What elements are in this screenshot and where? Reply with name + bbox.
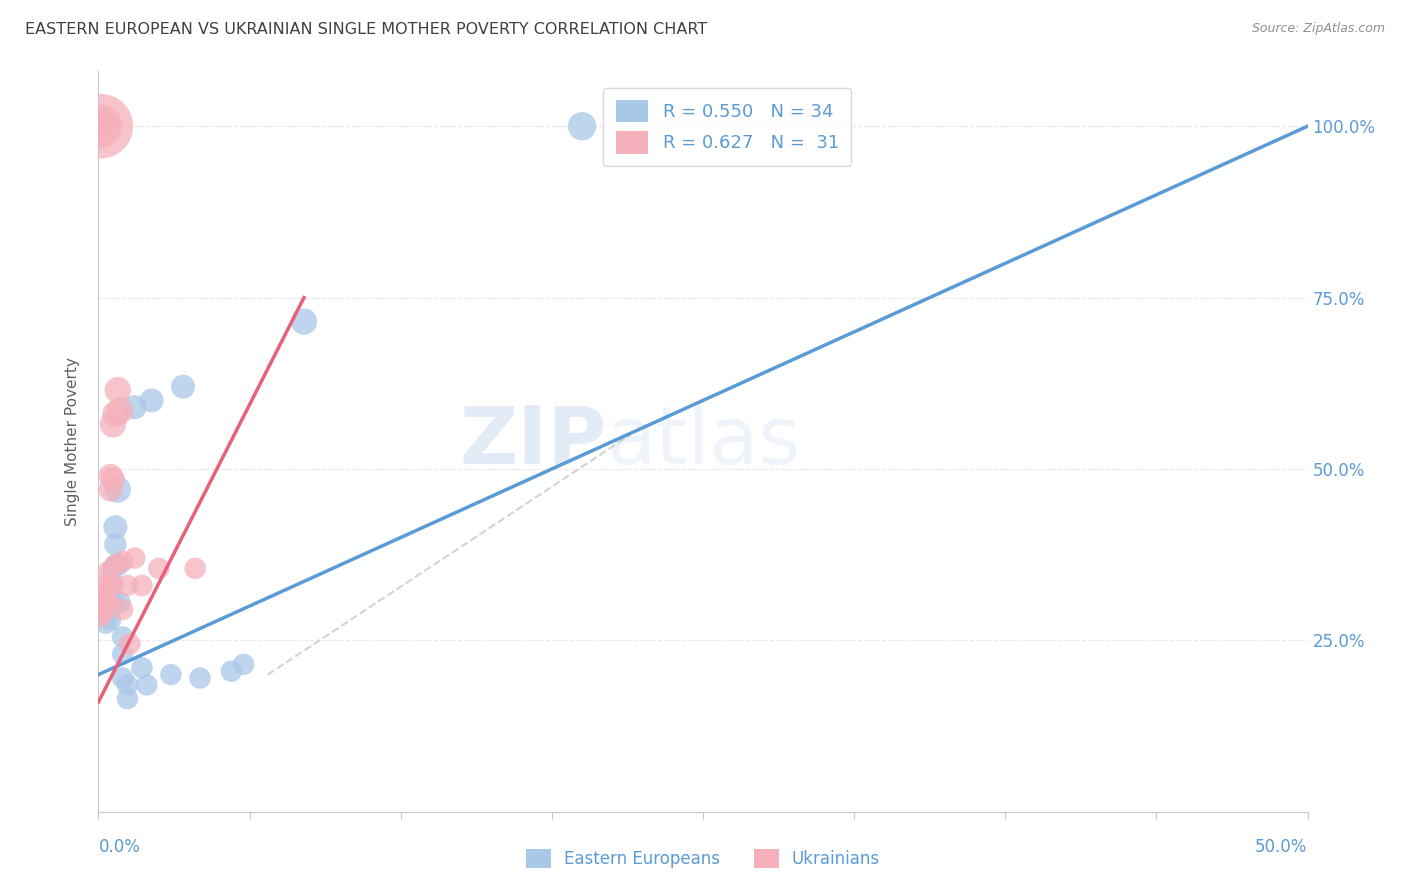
Text: Source: ZipAtlas.com: Source: ZipAtlas.com — [1251, 22, 1385, 36]
Point — [104, 558, 127, 572]
Point — [188, 671, 211, 685]
Point — [94, 616, 117, 631]
Point — [104, 520, 127, 534]
Point — [94, 585, 117, 599]
Point — [124, 401, 146, 415]
Legend: R = 0.550   N = 34, R = 0.627   N =  31: R = 0.550 N = 34, R = 0.627 N = 31 — [603, 87, 852, 166]
Point — [107, 558, 129, 572]
Point — [111, 554, 134, 568]
Point — [107, 383, 129, 397]
Text: 0.0%: 0.0% — [98, 838, 141, 856]
Point — [131, 578, 153, 592]
Point — [107, 483, 129, 497]
Point — [135, 678, 157, 692]
Point — [94, 602, 117, 616]
Point — [101, 578, 124, 592]
Point — [172, 380, 194, 394]
Text: ZIP: ZIP — [458, 402, 606, 481]
Point — [94, 596, 117, 610]
Point — [101, 561, 124, 575]
Point — [111, 630, 134, 644]
Point — [100, 483, 122, 497]
Point — [100, 613, 122, 627]
Point — [117, 678, 139, 692]
Point — [91, 609, 114, 624]
Point — [117, 578, 139, 592]
Point — [97, 599, 120, 613]
Point — [100, 578, 122, 592]
Y-axis label: Single Mother Poverty: Single Mother Poverty — [65, 357, 80, 526]
Point — [97, 589, 120, 603]
Point — [91, 592, 114, 607]
Point — [111, 647, 134, 661]
Point — [141, 393, 163, 408]
Point — [292, 315, 315, 329]
Point — [131, 661, 153, 675]
Point — [97, 575, 120, 590]
Point — [184, 561, 207, 575]
Point — [91, 606, 114, 620]
Point — [101, 596, 124, 610]
Legend: Eastern Europeans, Ukrainians: Eastern Europeans, Ukrainians — [519, 843, 887, 875]
Point — [118, 637, 141, 651]
Point — [148, 561, 170, 575]
Point — [90, 119, 112, 133]
Text: atlas: atlas — [606, 402, 800, 481]
Point — [111, 602, 134, 616]
Point — [97, 565, 120, 579]
Point — [104, 558, 127, 572]
Point — [90, 606, 112, 620]
Point — [91, 599, 114, 613]
Point — [124, 551, 146, 566]
Point — [90, 119, 112, 133]
Point — [108, 403, 131, 417]
Point — [90, 609, 112, 624]
Text: 50.0%: 50.0% — [1256, 838, 1308, 856]
Point — [117, 691, 139, 706]
Point — [221, 664, 243, 678]
Point — [111, 671, 134, 685]
Point — [100, 468, 122, 483]
Point — [90, 119, 112, 133]
Point — [101, 472, 124, 486]
Point — [94, 592, 117, 607]
Point — [104, 537, 127, 551]
Point — [104, 407, 127, 421]
Point — [232, 657, 254, 672]
Point — [160, 667, 183, 681]
Point — [101, 417, 124, 432]
Point — [100, 592, 122, 607]
Text: EASTERN EUROPEAN VS UKRAINIAN SINGLE MOTHER POVERTY CORRELATION CHART: EASTERN EUROPEAN VS UKRAINIAN SINGLE MOT… — [25, 22, 707, 37]
Point — [100, 602, 122, 616]
Point — [571, 119, 593, 133]
Point — [97, 596, 120, 610]
Point — [101, 575, 124, 590]
Point — [108, 596, 131, 610]
